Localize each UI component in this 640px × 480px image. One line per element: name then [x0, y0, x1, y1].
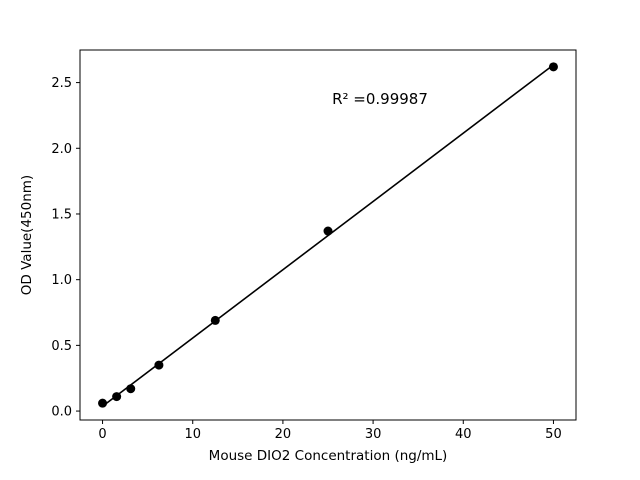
y-tick-label: 2.5	[51, 76, 72, 91]
x-tick-label: 10	[184, 427, 201, 442]
x-tick-label: 50	[545, 427, 562, 442]
y-tick-label: 2.0	[51, 142, 72, 157]
data-point	[548, 62, 558, 72]
data-point	[98, 398, 108, 408]
x-tick-label: 40	[455, 427, 472, 442]
plot-frame	[79, 49, 577, 421]
x-tick-label: 20	[275, 427, 292, 442]
data-point	[126, 384, 136, 394]
x-tick-label: 0	[98, 427, 106, 442]
y-tick-label: 1.5	[51, 207, 72, 222]
y-tick-label: 1.0	[51, 273, 72, 288]
r-squared-annotation: R² =0.99987	[332, 90, 428, 108]
fit-line	[102, 64, 554, 407]
x-axis-label: Mouse DIO2 Concentration (ng/mL)	[208, 448, 448, 464]
data-point	[154, 360, 164, 370]
data-point	[323, 226, 333, 236]
y-axis-label: OD Value(450nm)	[19, 174, 35, 296]
data-point	[112, 392, 122, 402]
y-tick-label: 0.5	[51, 339, 72, 354]
y-tick-label: 0.0	[51, 405, 72, 420]
data-point	[210, 315, 220, 325]
x-tick-label: 30	[365, 427, 382, 442]
